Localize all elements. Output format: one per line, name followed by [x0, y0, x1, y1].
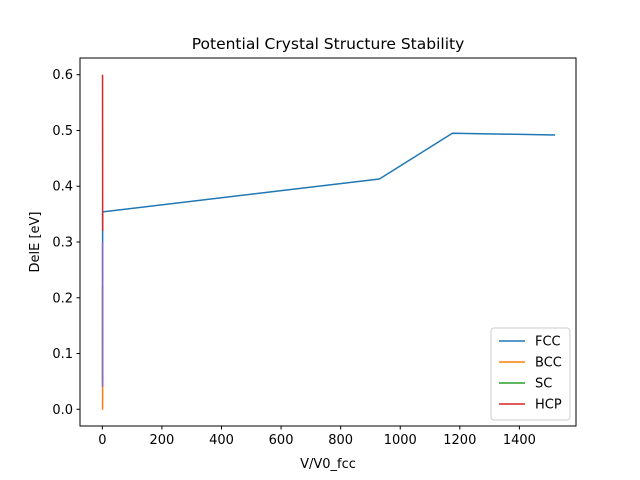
plot-lines [101, 74, 556, 411]
y-tick-label: 0.1 [52, 347, 73, 362]
y-tick-label: 0.2 [52, 291, 73, 306]
x-tick-label: 200 [150, 433, 175, 448]
x-tick-label: 800 [328, 433, 353, 448]
legend-box [490, 327, 571, 421]
x-tick-label: 600 [269, 433, 294, 448]
x-tick-label: 0 [98, 433, 106, 448]
legend-label-bcc: BCC [535, 356, 562, 371]
y-tick-label: 0.0 [52, 403, 73, 418]
legend-label-hcp: HCP [535, 398, 562, 413]
x-axis-label: V/V0_fcc [300, 457, 356, 472]
y-tick-label: 0.6 [52, 68, 73, 83]
y-axis-label: DelE [eV] [28, 211, 43, 272]
x-tick-label: 400 [209, 433, 234, 448]
y-tick-label: 0.5 [52, 124, 73, 139]
x-tick-label: 1400 [503, 433, 536, 448]
x-axis-ticks: 0 200 400 600 800 1000 1200 1400 [98, 426, 536, 448]
x-tick-label: 1000 [384, 433, 417, 448]
y-tick-label: 0.4 [52, 180, 73, 195]
chart-title: Potential Crystal Structure Stability [192, 35, 465, 53]
y-axis-ticks: 0.0 0.1 0.2 0.3 0.4 0.5 0.6 [52, 68, 80, 418]
legend-label-sc: SC [535, 377, 552, 392]
x-tick-label: 1200 [443, 433, 476, 448]
y-tick-label: 0.3 [52, 236, 73, 251]
legend: FCC BCC SC HCP [490, 327, 571, 421]
legend-label-fcc: FCC [535, 335, 561, 350]
